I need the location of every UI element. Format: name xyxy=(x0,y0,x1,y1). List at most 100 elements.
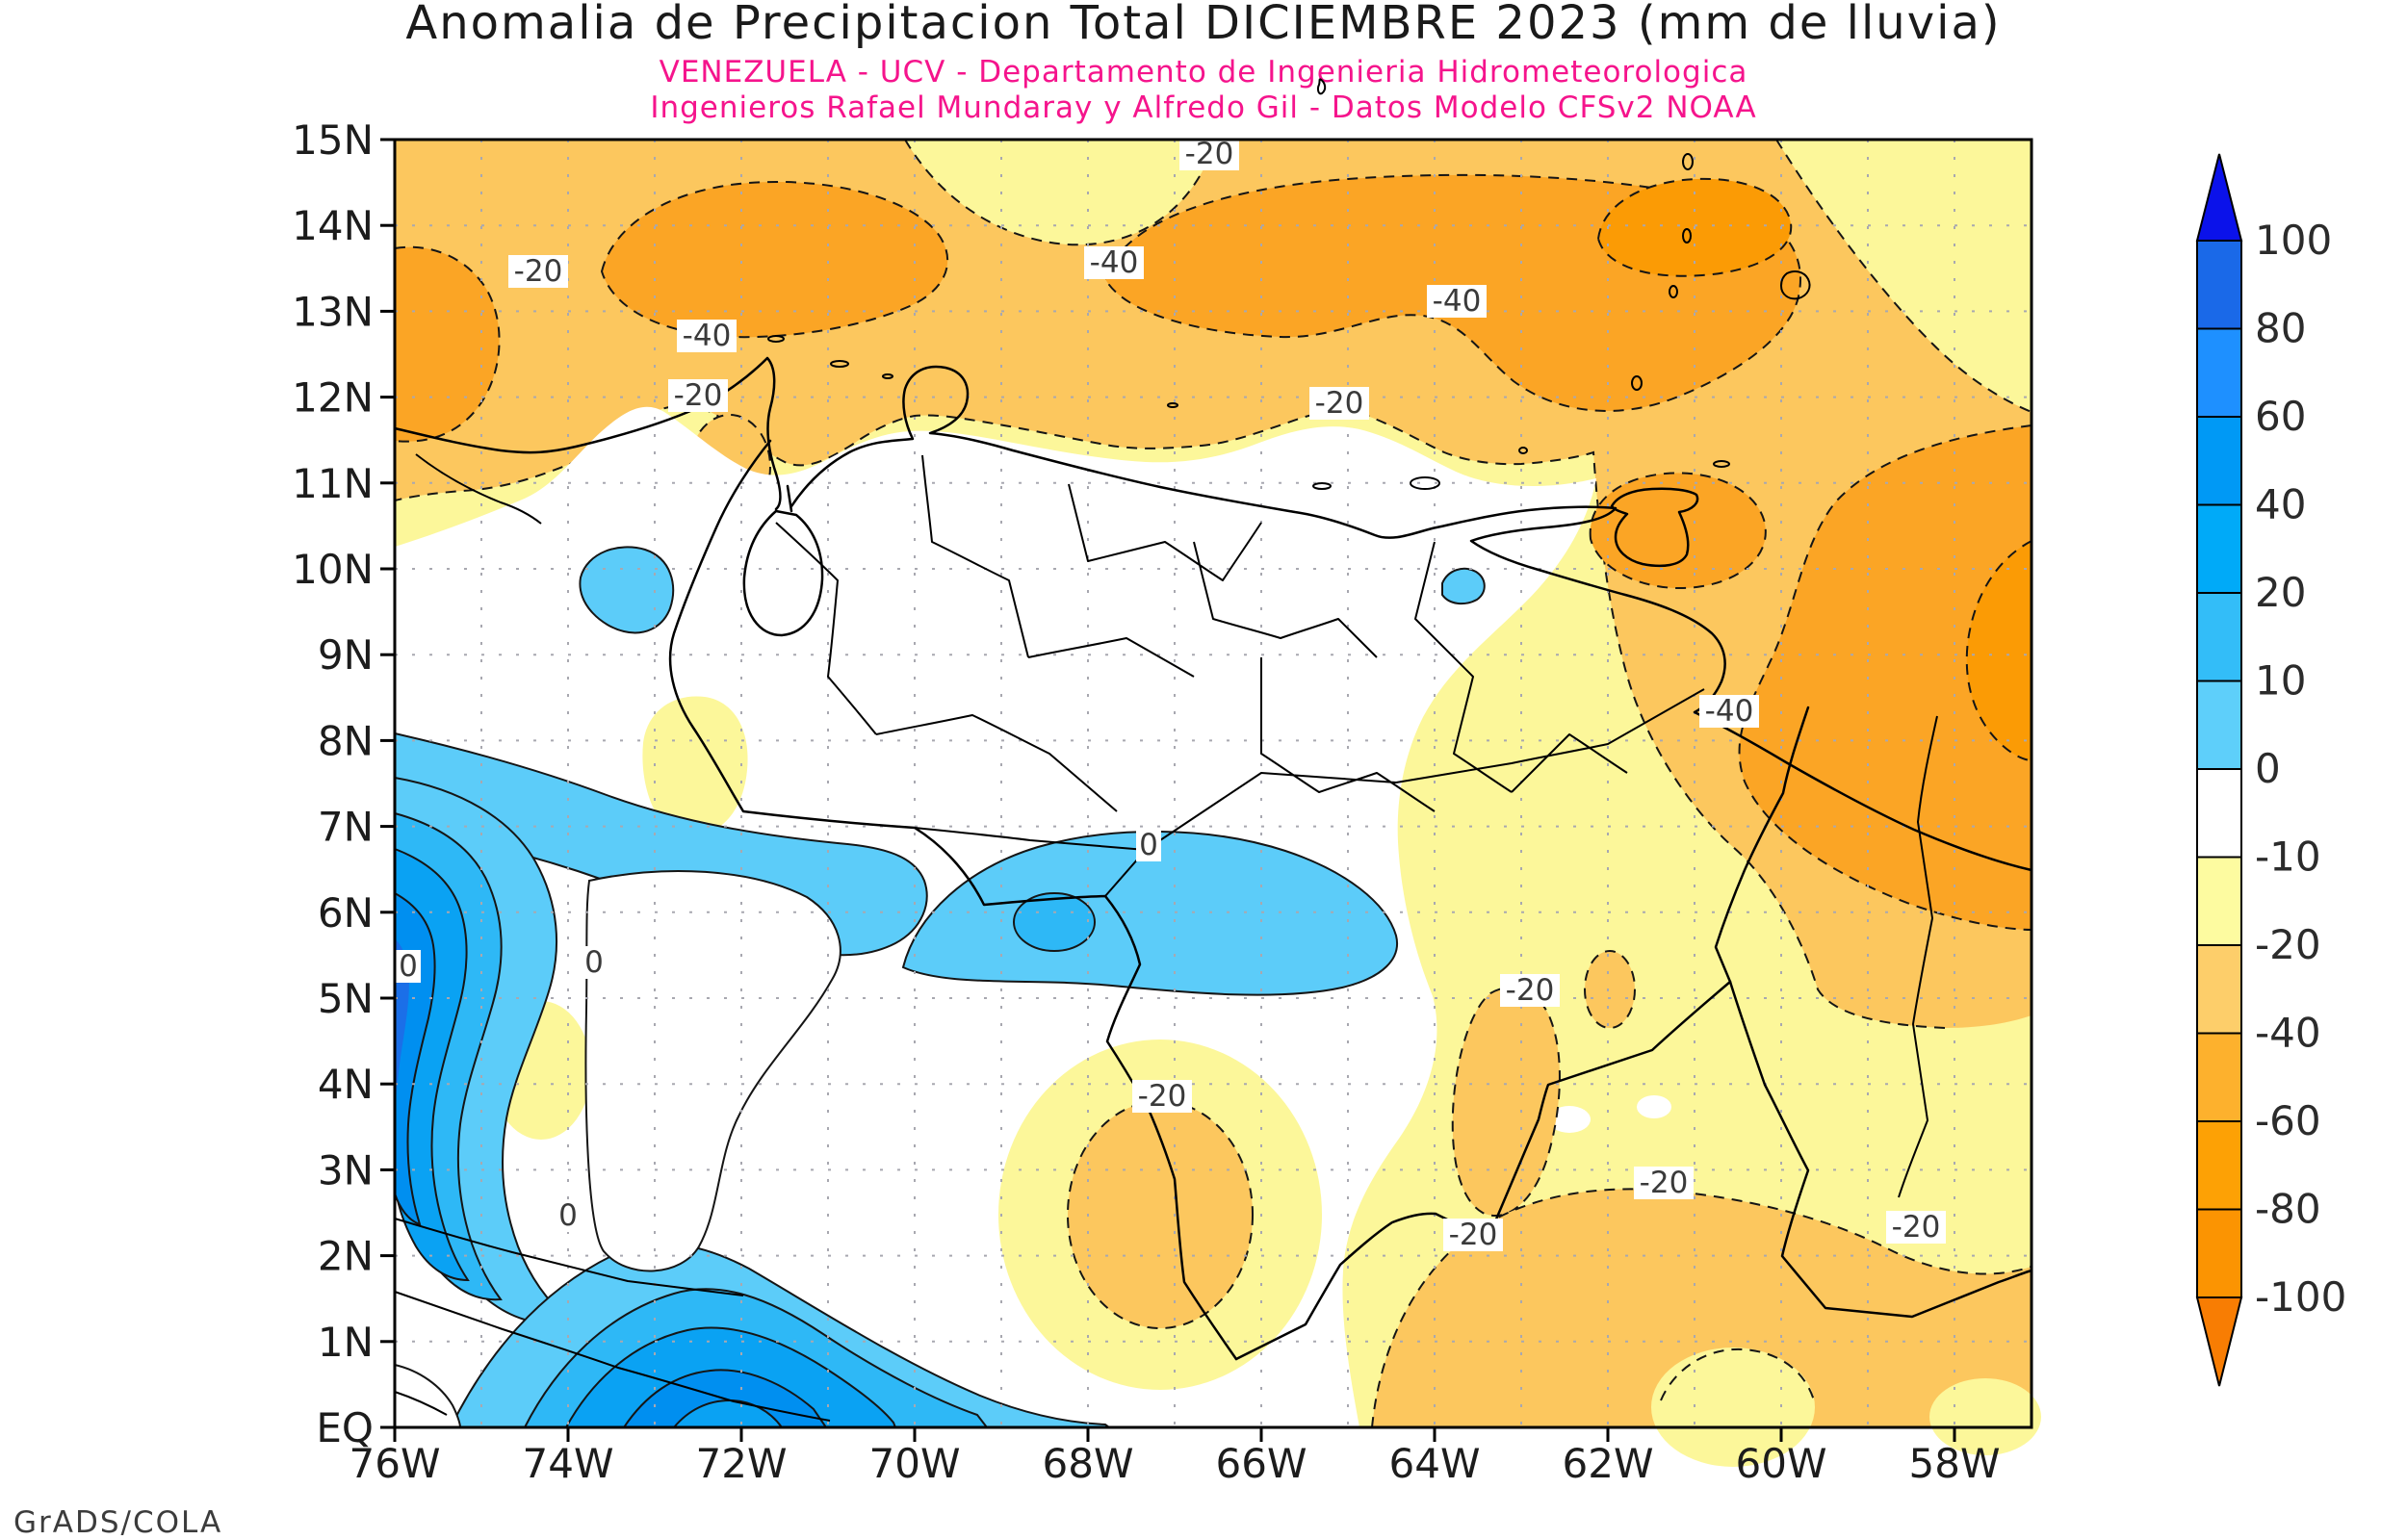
legend-segment xyxy=(2196,1120,2242,1211)
legend-segment xyxy=(2196,944,2242,1035)
contour-label-box xyxy=(1699,695,1759,728)
contour-label-box xyxy=(1136,829,1161,861)
contour-label-box xyxy=(1309,387,1369,420)
x-axis-label: 60W xyxy=(1736,1440,1827,1487)
sw-corner-white xyxy=(395,1365,460,1427)
page-title: Anomalia de Precipitacion Total DICIEMBR… xyxy=(405,0,2001,50)
legend-segment xyxy=(2196,768,2242,859)
contour-label: 0 xyxy=(1139,828,1158,862)
contour-label: -20 xyxy=(1506,973,1555,1008)
y-axis-label: 2N xyxy=(318,1233,374,1280)
venezuela-colombia-border xyxy=(668,439,1238,1361)
nw-edge-minus40-core xyxy=(395,246,500,442)
y-axis-label: 7N xyxy=(318,804,374,851)
contour-label: -40 xyxy=(1433,284,1482,319)
y-axis-label: 1N xyxy=(318,1319,374,1366)
venezuela-guyana-border xyxy=(1714,706,1810,984)
south-yellow-hole-1 xyxy=(1651,1348,1815,1467)
contour-label-box xyxy=(1443,1219,1503,1251)
contour-label-box xyxy=(677,320,737,352)
colombia-rivers xyxy=(394,1218,831,1422)
south-yellow-hole-2 xyxy=(1929,1378,2041,1455)
y-axis-label: 3N xyxy=(318,1146,374,1194)
magdalena-river xyxy=(415,453,542,525)
venezuela-state-borders xyxy=(775,454,1705,897)
grads-credit: GrADS/COLA xyxy=(13,1505,222,1540)
contour-label: -40 xyxy=(1705,694,1754,729)
contour-label: -40 xyxy=(1090,245,1139,280)
x-axis-label: 72W xyxy=(696,1440,788,1487)
x-axis-label: 64W xyxy=(1389,1440,1481,1487)
south-minus20-blob xyxy=(1067,1100,1254,1329)
legend-tick-label: 40 xyxy=(2255,481,2306,528)
se-minus20-oval xyxy=(1451,986,1561,1218)
axes: 76W 74W 72W 70W 68W 66W 64W 62W 60W 58W 15N 14N 13N 1… xyxy=(292,116,2033,1487)
trinidad-north-minus40 xyxy=(1589,472,1767,589)
border-yellow-patch xyxy=(642,696,748,836)
monagas-blue-blob xyxy=(1441,567,1486,605)
legend-tick-label: 100 xyxy=(2255,217,2332,264)
inner-white-hole xyxy=(584,869,841,1272)
contour-label-box xyxy=(396,950,421,983)
legend-segment xyxy=(2196,416,2242,506)
contour-label-box xyxy=(582,946,607,979)
contour-labels: -20 -20 -40 -20 -40 -40 -20 -40 0 0 -20 0 -20 -20 -20 -… xyxy=(396,137,1946,1252)
x-axis-label: 70W xyxy=(869,1440,961,1487)
legend-segment xyxy=(2196,503,2242,594)
subtitle-institution: VENEZUELA - UCV - Departamento de Ingeni… xyxy=(660,55,1748,90)
x-axis-label: 76W xyxy=(349,1440,441,1487)
legend-tick-label: 80 xyxy=(2255,305,2306,352)
y-axis-label: 4N xyxy=(318,1061,374,1108)
contour-label: -40 xyxy=(683,319,732,353)
barbados-island xyxy=(1780,270,1811,300)
x-axis-label: 62W xyxy=(1563,1440,1654,1487)
y-axis-label: 15N xyxy=(292,116,374,164)
legend-tick-label: -10 xyxy=(2255,834,2321,881)
contour-label: -20 xyxy=(1138,1079,1187,1114)
contour-label-box xyxy=(1634,1167,1694,1199)
legend-tick-label: 20 xyxy=(2255,569,2306,616)
y-axis-label: 8N xyxy=(318,717,374,764)
trinidad-island xyxy=(1610,487,1699,568)
small-islands xyxy=(767,153,1730,490)
lake-maracaibo xyxy=(742,484,824,637)
map-frame xyxy=(393,138,2033,1429)
brazil-guyana-border xyxy=(1728,980,2033,1319)
y-axis-label: 13N xyxy=(292,288,374,335)
contour-label: 0 xyxy=(558,1198,578,1233)
contour-label: -20 xyxy=(1185,137,1234,171)
contour-label: 0 xyxy=(584,945,604,980)
legend-tick-label: -40 xyxy=(2255,1010,2321,1057)
contour-label: -20 xyxy=(674,378,723,413)
stray-island-artifact xyxy=(1317,78,1327,95)
contour-label: -20 xyxy=(514,254,563,289)
contour-label: -20 xyxy=(1449,1218,1498,1252)
legend-segment xyxy=(2196,1208,2242,1298)
legend-arrow-bottom xyxy=(2195,1296,2243,1387)
x-axis-label: 58W xyxy=(1909,1440,2001,1487)
legend-tick-label: 0 xyxy=(2255,745,2281,792)
contour-label: -20 xyxy=(1892,1210,1941,1245)
y-axis-label: 9N xyxy=(318,631,374,679)
legend-tick-label: -20 xyxy=(2255,921,2321,968)
contour-label-box xyxy=(1500,974,1560,1007)
contour-label: -20 xyxy=(1640,1166,1689,1200)
subtitle-authors: Ingenieros Rafael Mundaray y Alfredo Gil… xyxy=(650,90,1756,125)
se-minus20-small xyxy=(1584,950,1636,1029)
legend-tick-label: -60 xyxy=(2255,1097,2321,1144)
x-axis-label: 66W xyxy=(1216,1440,1307,1487)
east-edge-minus40 xyxy=(1739,425,2032,930)
legend-segment xyxy=(2196,680,2242,770)
legend-segment xyxy=(2196,856,2242,946)
y-axis-label: 11N xyxy=(292,460,374,507)
filled-contours xyxy=(394,139,2041,1467)
legend-segment xyxy=(2196,592,2242,682)
contour-label-box xyxy=(556,1199,581,1232)
contour-label-box xyxy=(1084,246,1144,279)
white-speck-east-2 xyxy=(1637,1095,1671,1118)
white-speck-east-1 xyxy=(1548,1106,1591,1133)
x-axis-label: 74W xyxy=(523,1440,614,1487)
